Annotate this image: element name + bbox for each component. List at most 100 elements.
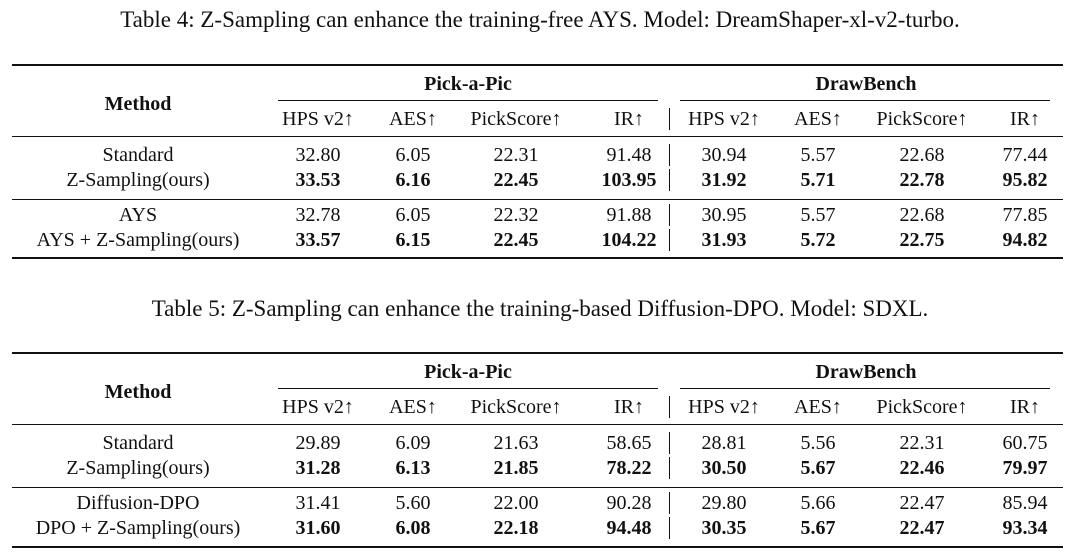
method-cell: DPO + Z-Sampling(ours) [35,517,241,539]
value-cell: 29.80 [701,492,747,514]
value-cell: 33.53 [295,169,341,191]
metric-header: PickScore↑ [470,108,562,130]
table-caption: Table 4: Z-Sampling can enhance the trai… [120,7,960,32]
value-cell: 58.65 [606,432,652,454]
value-cell: 91.48 [606,144,652,166]
method-header: Method [104,92,172,115]
value-cell: 31.93 [701,229,747,251]
method-cell: Standard [102,144,174,166]
value-cell: 22.45 [493,229,539,251]
column-separator [669,108,670,130]
value-cell: 30.50 [701,457,747,479]
value-cell: 31.92 [701,169,747,191]
metric-header: AES↑ [389,108,437,130]
method-cell: AYS + Z-Sampling(ours) [36,229,240,251]
value-cell: 22.47 [899,492,945,514]
value-cell: 85.94 [1002,492,1048,514]
value-cell: 21.85 [493,457,539,479]
column-separator [669,169,670,191]
value-cell: 32.80 [295,144,341,166]
table-bottom-rule [12,546,1063,548]
method-cell: Diffusion-DPO [76,492,200,514]
value-cell: 33.57 [295,229,341,251]
value-cell: 5.67 [800,517,836,539]
metric-header: IR↑ [614,396,644,418]
metric-header: HPS v2↑ [282,396,354,418]
value-cell: 30.94 [701,144,747,166]
value-cell: 5.60 [395,492,431,514]
value-cell: 6.16 [395,169,431,191]
value-cell: 28.81 [701,432,747,454]
value-cell: 22.68 [899,144,945,166]
group-underline [680,100,1050,101]
header-rule [12,424,1063,425]
group-header: DrawBench [815,361,917,383]
value-cell: 5.67 [800,457,836,479]
value-cell: 30.35 [701,517,747,539]
value-cell: 32.78 [295,204,341,226]
table-top-rule [12,352,1063,354]
value-cell: 6.09 [395,432,431,454]
value-cell: 77.44 [1002,144,1048,166]
column-separator [669,144,670,166]
value-cell: 77.85 [1002,204,1048,226]
value-cell: 22.46 [899,457,945,479]
metric-header: HPS v2↑ [688,108,760,130]
value-cell: 103.95 [601,169,657,191]
method-cell: Z-Sampling(ours) [66,169,210,191]
value-cell: 6.15 [395,229,431,251]
value-cell: 31.41 [295,492,341,514]
column-separator [669,492,670,514]
value-cell: 22.45 [493,169,539,191]
column-separator [669,432,670,454]
value-cell: 22.31 [899,432,945,454]
metric-header: PickScore↑ [876,396,968,418]
value-cell: 5.66 [800,492,836,514]
table-bottom-rule [12,257,1063,259]
group-header: Pick-a-Pic [424,73,512,95]
value-cell: 30.95 [701,204,747,226]
value-cell: 5.71 [800,169,836,191]
metric-header: AES↑ [794,108,842,130]
value-cell: 31.28 [295,457,341,479]
block-rule [12,199,1063,200]
method-header: Method [104,380,172,403]
value-cell: 31.60 [295,517,341,539]
value-cell: 94.82 [1002,229,1048,251]
value-cell: 5.72 [800,229,836,251]
table-top-rule [12,64,1063,66]
metric-header: IR↑ [1010,108,1040,130]
metric-header: HPS v2↑ [282,108,354,130]
value-cell: 5.57 [800,204,836,226]
column-separator [669,517,670,539]
value-cell: 6.05 [395,144,431,166]
group-underline [680,388,1050,389]
value-cell: 93.34 [1002,517,1048,539]
value-cell: 22.68 [899,204,945,226]
value-cell: 22.00 [493,492,539,514]
value-cell: 91.88 [606,204,652,226]
value-cell: 5.56 [800,432,836,454]
value-cell: 22.47 [899,517,945,539]
method-cell: Standard [102,432,174,454]
method-cell: AYS [118,204,158,226]
metric-header: PickScore↑ [470,396,562,418]
column-separator [669,204,670,226]
header-rule [12,136,1063,137]
value-cell: 79.97 [1002,457,1048,479]
group-header: DrawBench [815,73,917,95]
value-cell: 6.05 [395,204,431,226]
value-cell: 6.08 [395,517,431,539]
value-cell: 5.57 [800,144,836,166]
metric-header: AES↑ [794,396,842,418]
column-separator [669,457,670,479]
table-caption: Table 5: Z-Sampling can enhance the trai… [151,296,929,321]
value-cell: 90.28 [606,492,652,514]
value-cell: 60.75 [1002,432,1048,454]
column-separator [669,229,670,251]
metric-header: PickScore↑ [876,108,968,130]
value-cell: 22.31 [493,144,539,166]
metric-header: AES↑ [389,396,437,418]
method-cell: Z-Sampling(ours) [66,457,210,479]
value-cell: 22.32 [493,204,539,226]
